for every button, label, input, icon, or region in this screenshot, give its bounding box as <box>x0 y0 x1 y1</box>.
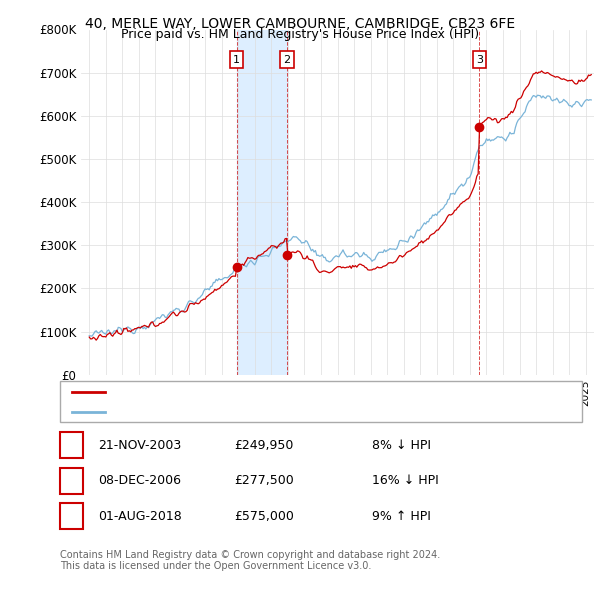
Text: 40, MERLE WAY, LOWER CAMBOURNE, CAMBRIDGE, CB23 6FE (detached house): 40, MERLE WAY, LOWER CAMBOURNE, CAMBRIDG… <box>111 387 527 397</box>
Text: 1: 1 <box>67 439 76 452</box>
Text: £249,950: £249,950 <box>234 439 293 452</box>
Text: HPI: Average price, detached house, South Cambridgeshire: HPI: Average price, detached house, Sout… <box>111 407 421 417</box>
Text: 2: 2 <box>283 55 290 65</box>
Text: 21-NOV-2003: 21-NOV-2003 <box>98 439 181 452</box>
Text: 16% ↓ HPI: 16% ↓ HPI <box>372 474 439 487</box>
Text: £575,000: £575,000 <box>234 510 294 523</box>
Text: £277,500: £277,500 <box>234 474 294 487</box>
Text: 8% ↓ HPI: 8% ↓ HPI <box>372 439 431 452</box>
Text: Price paid vs. HM Land Registry's House Price Index (HPI): Price paid vs. HM Land Registry's House … <box>121 28 479 41</box>
Bar <box>236 30 287 375</box>
Text: Contains HM Land Registry data © Crown copyright and database right 2024.
This d: Contains HM Land Registry data © Crown c… <box>60 550 440 572</box>
Text: 3: 3 <box>476 55 483 65</box>
Text: 08-DEC-2006: 08-DEC-2006 <box>98 474 181 487</box>
Text: 1: 1 <box>233 55 240 65</box>
Text: 9% ↑ HPI: 9% ↑ HPI <box>372 510 431 523</box>
Text: 2: 2 <box>67 474 76 487</box>
Text: 01-AUG-2018: 01-AUG-2018 <box>98 510 182 523</box>
Text: 3: 3 <box>67 510 76 523</box>
Text: 40, MERLE WAY, LOWER CAMBOURNE, CAMBRIDGE, CB23 6FE: 40, MERLE WAY, LOWER CAMBOURNE, CAMBRIDG… <box>85 17 515 31</box>
